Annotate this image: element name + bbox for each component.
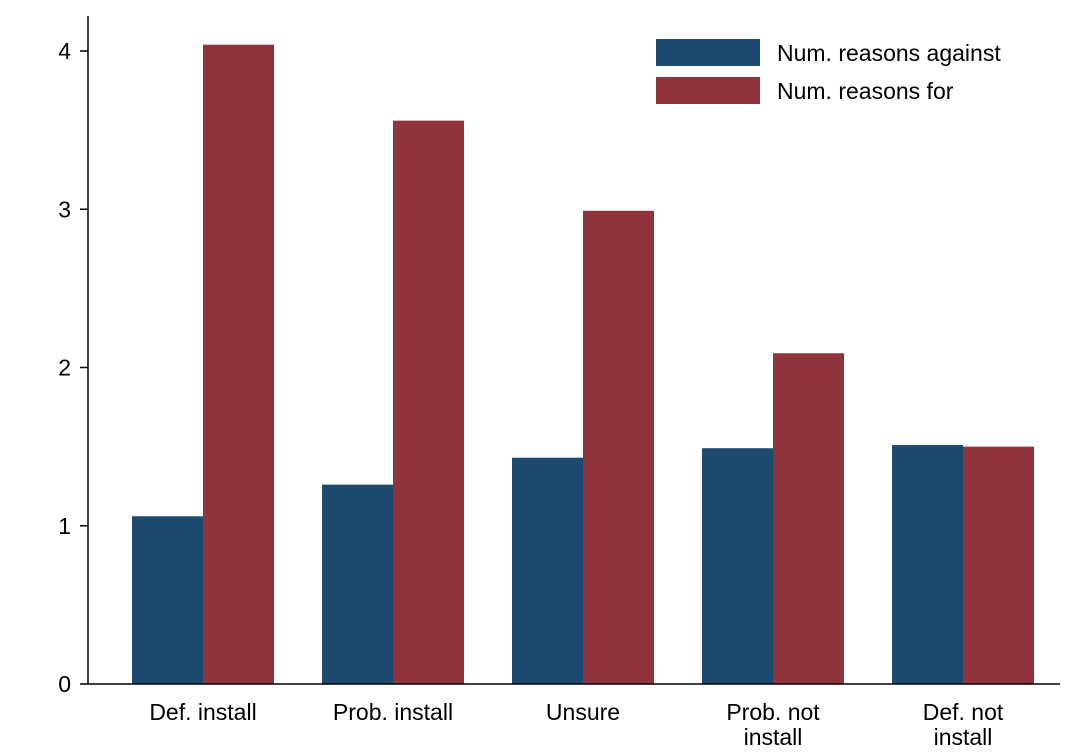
- bar-reasons-against: [512, 457, 583, 684]
- bar-reasons-against: [702, 448, 773, 684]
- y-tick-label: 4: [58, 38, 71, 64]
- bar-reasons-against: [892, 445, 963, 684]
- bar-reasons-for: [203, 44, 274, 685]
- legend-label: Num. reasons against: [777, 40, 1001, 66]
- y-tick-label: 3: [58, 196, 71, 222]
- legend-label: Num. reasons for: [777, 78, 954, 104]
- legend-swatch: [656, 77, 760, 104]
- y-tick-label: 1: [58, 513, 71, 539]
- legend: Num. reasons against Num. reasons for: [656, 39, 1001, 104]
- y-tick-label: 2: [58, 355, 71, 381]
- bar-reasons-for: [773, 353, 844, 684]
- y-tick-label: 0: [58, 671, 71, 697]
- bar-reasons-for: [393, 120, 464, 684]
- x-category-label: Def. not install: [923, 699, 1004, 750]
- y-axis-ticks: 0 1 2 3 4: [58, 38, 88, 697]
- bar-reasons-for: [963, 446, 1034, 684]
- x-category-label: Def. install: [149, 699, 256, 725]
- bar-reasons-for: [583, 210, 654, 684]
- x-category-label: Prob. install: [333, 699, 453, 725]
- x-category-label: Prob. not install: [726, 699, 820, 750]
- bars-group: [132, 44, 1034, 685]
- bar-reasons-against: [322, 484, 393, 684]
- bar-reasons-against: [132, 516, 203, 684]
- x-axis-labels: Def. install Prob. install Unsure Prob. not…: [149, 699, 1004, 750]
- legend-swatch: [656, 39, 760, 66]
- x-category-label: Unsure: [546, 699, 620, 725]
